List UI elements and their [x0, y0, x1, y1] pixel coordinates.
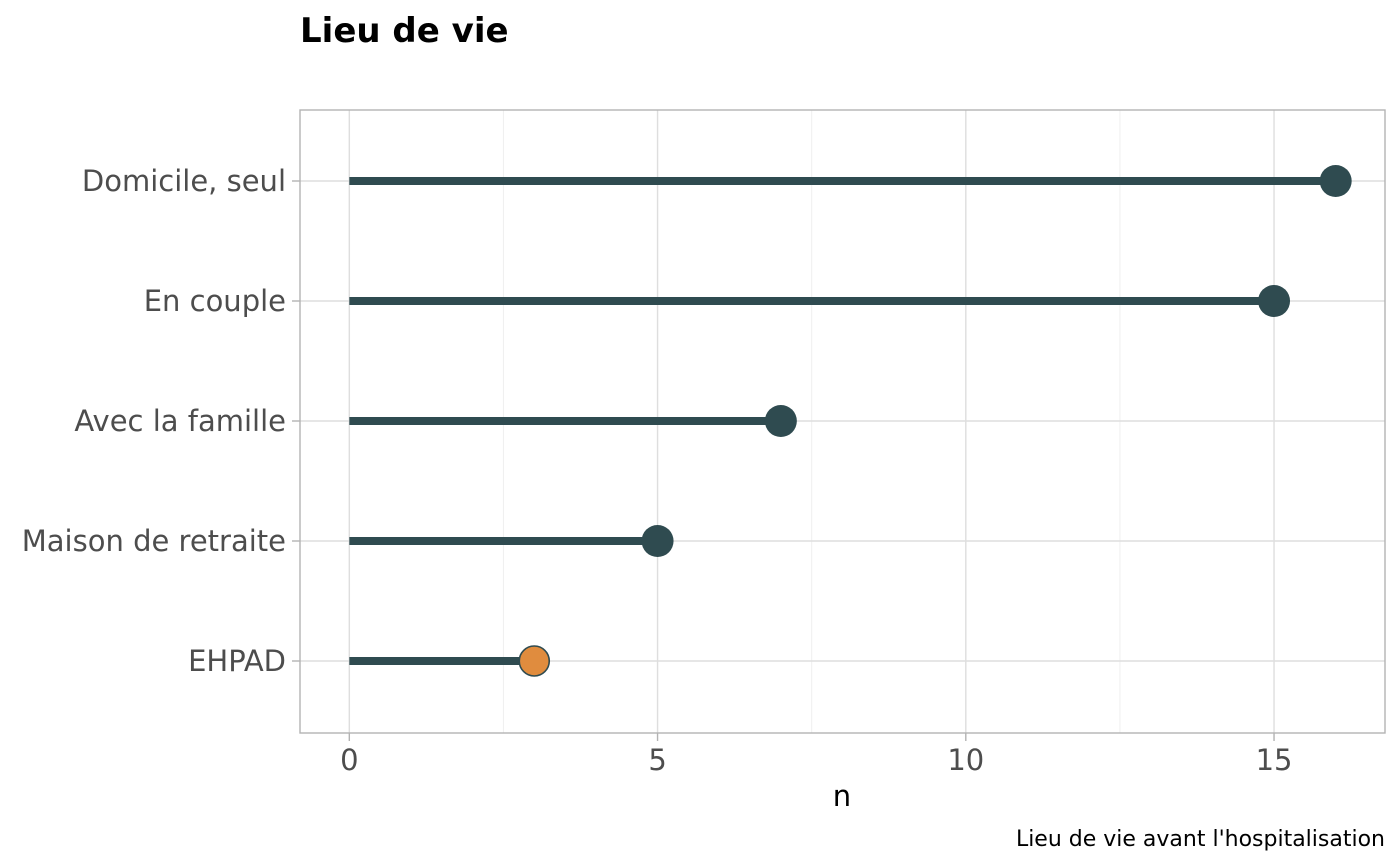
x-axis-tick-label: 0	[340, 743, 358, 777]
y-axis-label: Avec la famille	[74, 404, 286, 438]
data-point	[764, 405, 797, 437]
y-axis-label: Domicile, seul	[82, 164, 286, 198]
y-axis-label: En couple	[144, 284, 286, 318]
data-point	[1319, 165, 1352, 197]
x-axis-tick-label: 5	[648, 743, 666, 777]
y-axis-labels: Domicile, seul En couple Avec la famille Ma…	[22, 164, 286, 678]
chart-title: Lieu de vie	[300, 11, 509, 51]
data-point	[641, 525, 674, 557]
y-axis-label: Maison de retraite	[22, 524, 286, 558]
data-point	[518, 645, 551, 677]
axis-ticks	[292, 180, 1275, 741]
y-axis-label: EHPAD	[188, 644, 286, 678]
x-axis-tick-label: 15	[1256, 743, 1293, 777]
caption: Lieu de vie avant l'hospitalisation	[1016, 827, 1385, 852]
x-axis-title: n	[833, 779, 851, 813]
x-axis-labels: 0 5 10 15	[340, 743, 1292, 777]
data-point	[1258, 285, 1291, 317]
x-axis-tick-label: 10	[947, 743, 984, 777]
data-layer	[349, 165, 1352, 677]
